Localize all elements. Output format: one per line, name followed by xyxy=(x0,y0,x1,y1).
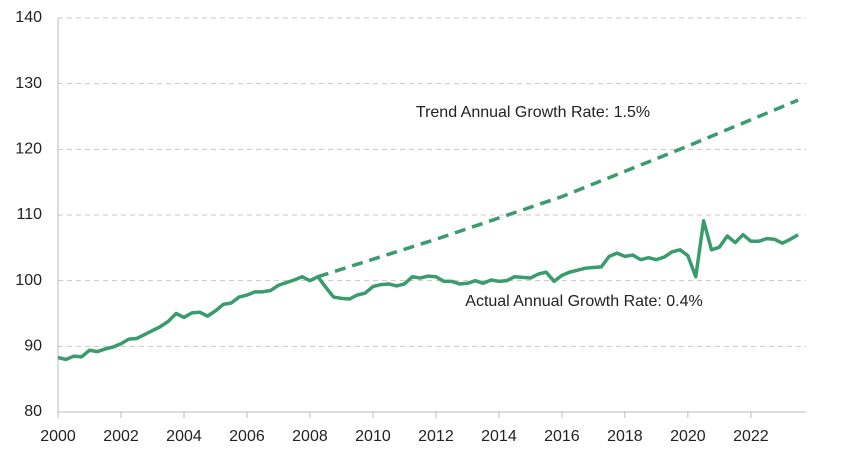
x-tick-label: 2002 xyxy=(103,428,139,445)
y-tick-label: 130 xyxy=(15,75,42,92)
series-line xyxy=(317,98,799,279)
x-tick-label: 2018 xyxy=(607,428,643,445)
y-tick-label: 80 xyxy=(24,403,42,420)
x-tick-label: 2016 xyxy=(544,428,580,445)
y-tick-label: 140 xyxy=(15,9,42,26)
annotation: Trend Annual Growth Rate: 1.5% xyxy=(416,104,650,121)
x-tick-label: 2006 xyxy=(229,428,265,445)
x-tick-label: 2000 xyxy=(40,428,76,445)
annotation: Actual Annual Growth Rate: 0.4% xyxy=(465,293,702,310)
x-tick-label: 2014 xyxy=(481,428,517,445)
x-tick-label: 2010 xyxy=(355,428,391,445)
x-tick-label: 2022 xyxy=(733,428,769,445)
x-tick-label: 2008 xyxy=(292,428,328,445)
series-line xyxy=(57,219,800,362)
x-tick-label: 2004 xyxy=(166,428,202,445)
x-tick-label: 2012 xyxy=(418,428,454,445)
x-tick-label: 2020 xyxy=(670,428,706,445)
y-tick-label: 120 xyxy=(15,141,42,158)
y-tick-label: 90 xyxy=(24,338,42,355)
y-tick-label: 100 xyxy=(15,272,42,289)
y-tick-label: 110 xyxy=(16,206,42,223)
